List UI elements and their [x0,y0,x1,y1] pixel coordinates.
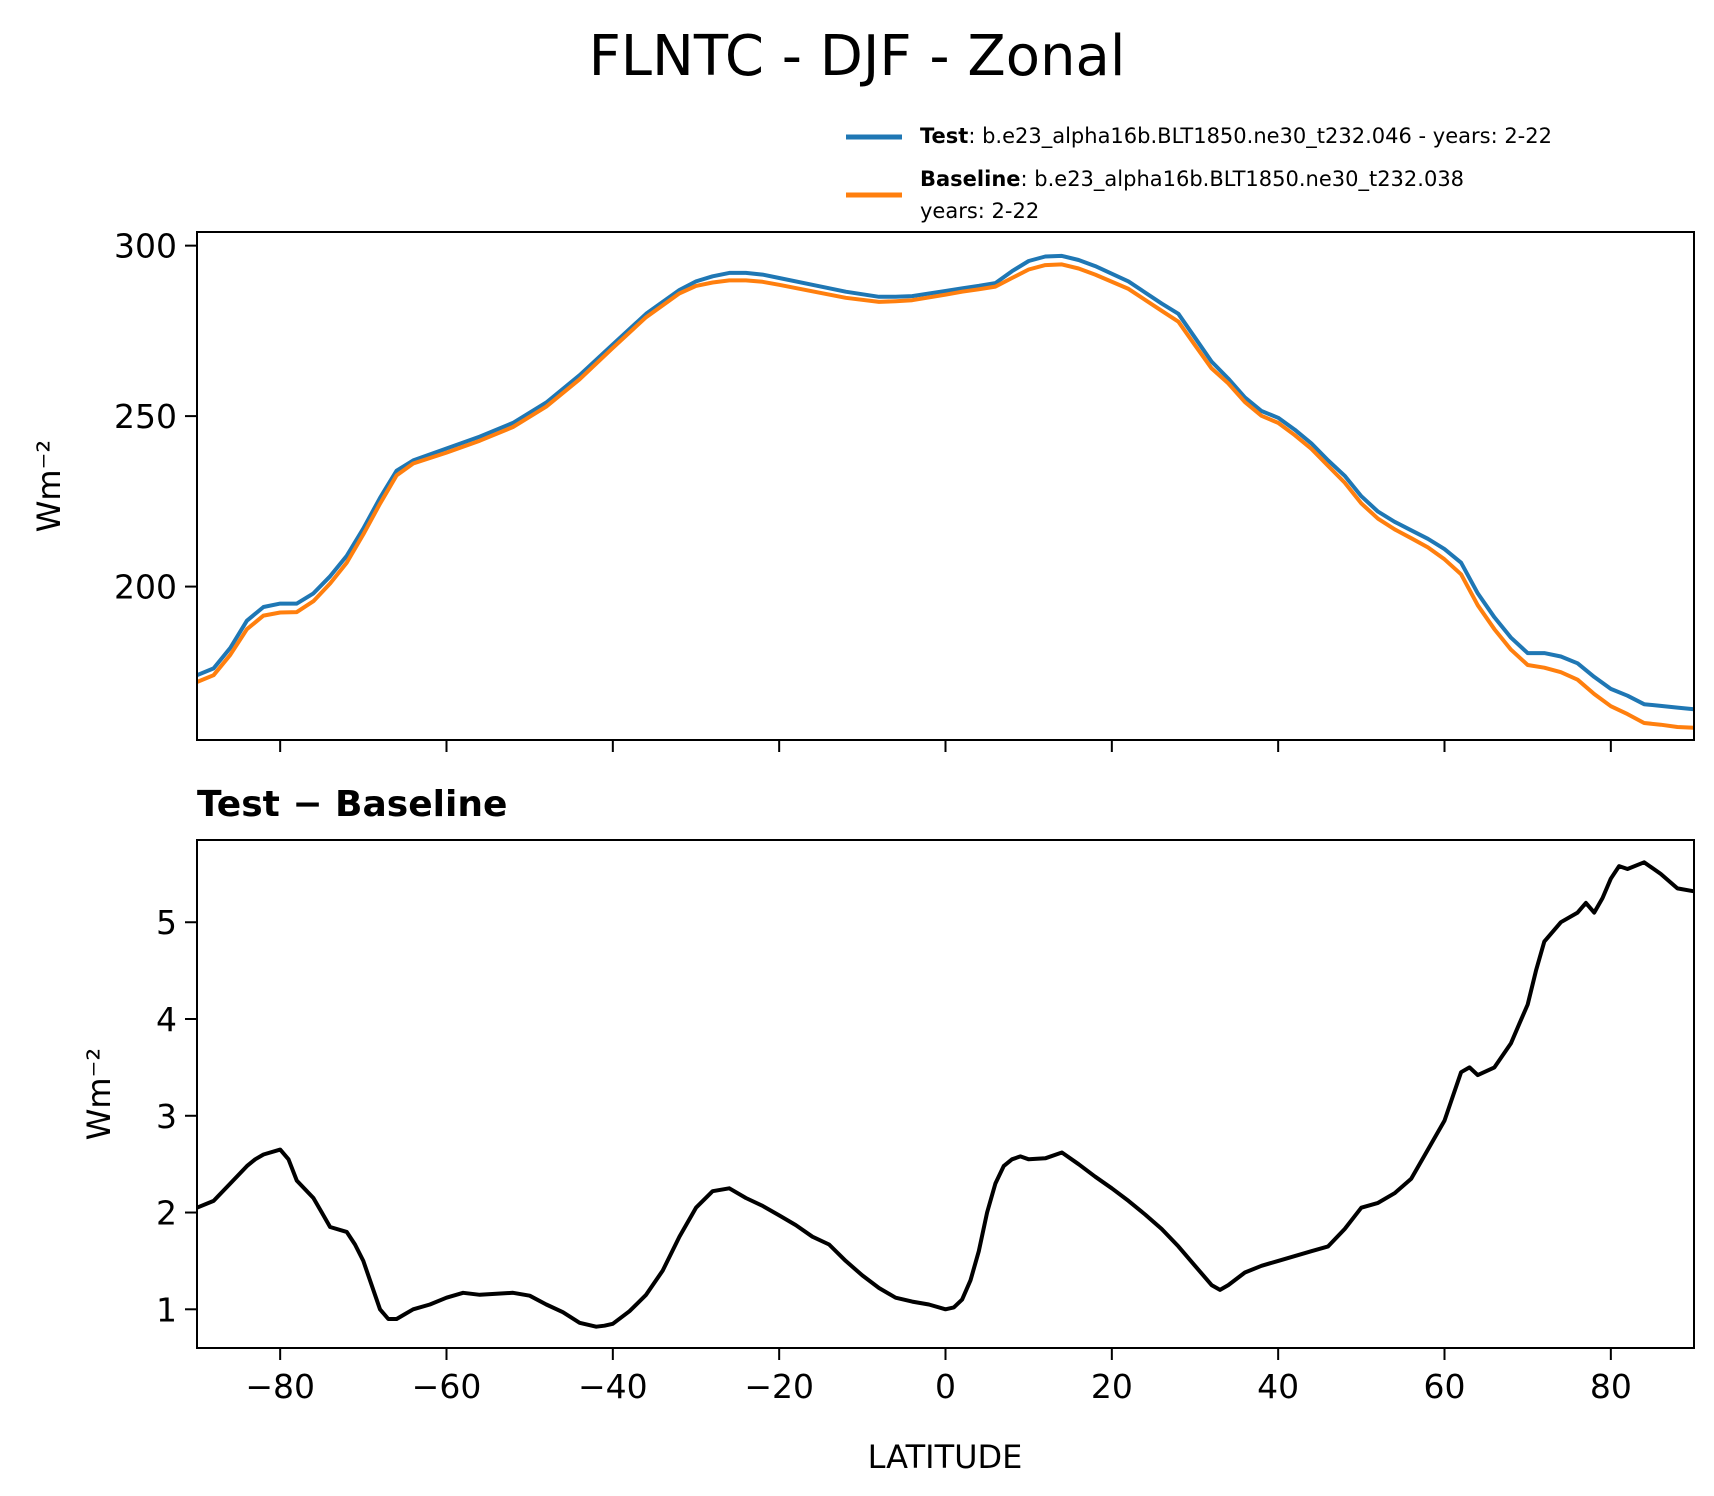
top-panel-frame [196,231,1695,741]
x-tick-label: −40 [578,1367,648,1406]
top-panel-lines [196,253,1695,730]
legend-baseline-key: Baseline [920,167,1021,191]
figure-title: FLNTC - DJF - Zonal [589,24,1126,89]
series-line-test-baseline [196,860,1695,1329]
legend-test-text: : b.e23_alpha16b.BLT1850.ne30_t232.046 -… [968,124,1552,149]
top-panel-yticks: 200 250 300 [114,227,197,607]
bottom-panel-ylabel: Wm⁻² [80,1048,118,1141]
x-tick-label: 20 [1091,1367,1133,1406]
top-panel: 200 250 300 Wm⁻² [30,227,1695,752]
x-tick-label: 40 [1257,1367,1299,1406]
x-tick-label: −80 [245,1367,315,1406]
y-tick-label: 2 [156,1194,177,1233]
y-tick-label: 250 [114,397,177,436]
bottom-panel: Test − Baseline −80 −60 −40 −20 0 20 40 60 80 1 2… [80,784,1695,1476]
series-line-test [196,253,1695,712]
x-axis-label: LATITUDE [868,1438,1023,1476]
bottom-panel-title: Test − Baseline [197,784,507,825]
x-tick-label: 60 [1424,1367,1466,1406]
y-tick-label: 3 [156,1097,177,1136]
series-line-baseline [196,262,1695,730]
y-tick-label: 200 [114,568,177,607]
top-panel-xticks [279,740,1612,752]
y-tick-label: 4 [156,1000,177,1039]
top-panel-ylabel: Wm⁻² [30,440,68,533]
legend-baseline-text: : b.e23_alpha16b.BLT1850.ne30_t232.038 [1021,167,1465,192]
bottom-panel-line [196,860,1695,1329]
y-tick-label: 1 [156,1290,177,1329]
legend: Test: b.e23_alpha16b.BLT1850.ne30_t232.0… [846,124,1552,223]
legend-test-entry: Test: b.e23_alpha16b.BLT1850.ne30_t232.0… [920,124,1552,149]
bottom-panel-xticks: −80 −60 −40 −20 0 20 40 60 80 [245,1348,1632,1406]
x-tick-label: −20 [744,1367,814,1406]
x-tick-label: 80 [1590,1367,1632,1406]
x-tick-label: 0 [935,1367,956,1406]
legend-test-key: Test [920,124,968,148]
y-tick-label: 300 [114,227,177,266]
x-tick-label: −60 [412,1367,482,1406]
bottom-panel-frame [196,839,1695,1349]
bottom-panel-yticks: 1 2 3 4 5 [156,903,197,1329]
legend-baseline-entry: Baseline: b.e23_alpha16b.BLT1850.ne30_t2… [920,167,1464,192]
y-tick-label: 5 [156,903,177,942]
legend-baseline-text-line2: years: 2-22 [920,199,1039,223]
